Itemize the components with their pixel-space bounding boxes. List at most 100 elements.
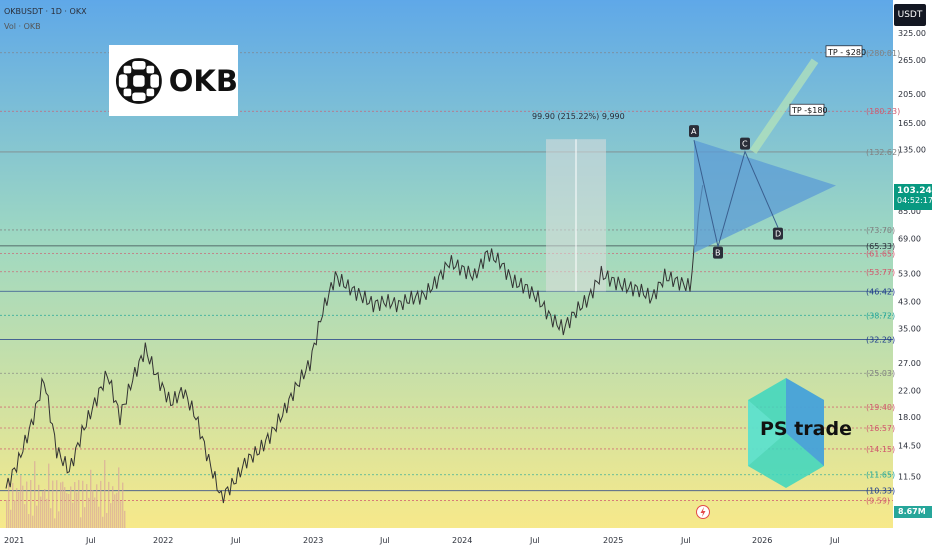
volume-bar	[50, 508, 52, 528]
volume-bar	[26, 481, 28, 528]
volume-bar	[6, 500, 8, 528]
y-tick-label: 22.00	[898, 386, 921, 395]
volume-bar	[8, 480, 10, 528]
target-box	[789, 103, 825, 116]
pattern-point-label: B	[715, 249, 721, 258]
volume-bar	[66, 493, 68, 528]
volume-bar	[10, 509, 12, 528]
level-label: (25.03)	[866, 369, 895, 378]
level-label: (65.33)	[866, 242, 895, 251]
volume-bar	[14, 500, 16, 528]
volume-bar	[68, 494, 70, 528]
volume-bar	[102, 516, 104, 528]
level-label: (280.01)	[866, 49, 900, 58]
volume-bar	[92, 490, 94, 528]
bar-countdown: 04:52:17	[897, 196, 932, 205]
volume-bar	[70, 486, 72, 528]
volume-bar	[106, 512, 108, 528]
price-line	[5, 185, 704, 504]
time-axis-panel	[0, 528, 893, 550]
target-label: TP -$180	[791, 106, 828, 115]
volume-bar	[112, 486, 114, 528]
pattern-point-badge	[773, 227, 783, 240]
volume-bar	[104, 460, 106, 528]
volume-bar	[64, 487, 66, 528]
y-tick-label: 135.00	[898, 146, 926, 155]
volume-bar	[98, 506, 100, 528]
price-axis-panel	[893, 0, 932, 550]
y-tick-label: 53.00	[898, 270, 921, 279]
level-label: (14.15)	[866, 445, 895, 454]
x-tick-label: 2025	[603, 536, 623, 545]
volume-bar	[36, 505, 38, 528]
volume-bar	[94, 497, 96, 528]
target-arrow	[749, 58, 819, 154]
symbol-title: OKBUSDT · 1D · OKX	[4, 7, 87, 16]
volume-bar	[16, 488, 18, 528]
volume-bar	[24, 504, 26, 528]
volume-bar	[74, 482, 76, 528]
volume-bar	[18, 492, 20, 528]
volume-bar	[124, 510, 126, 528]
flash-icon[interactable]	[696, 504, 710, 520]
level-label: (16.57)	[866, 424, 895, 433]
pattern-point-label: A	[691, 127, 697, 136]
pattern-point-label: D	[775, 230, 781, 239]
volume-bar	[52, 480, 54, 528]
measure-label: 99.90 (215.22%) 9,990	[532, 112, 625, 121]
volume-bar	[30, 480, 32, 528]
x-tick-label: 2024	[452, 536, 472, 545]
x-tick-label: 2021	[4, 536, 24, 545]
volume-bar	[44, 489, 46, 528]
volume-bar	[62, 481, 64, 528]
target-label: TP - $280	[827, 48, 866, 57]
x-tick-label: Jul	[829, 536, 840, 545]
y-tick-label: 69.00	[898, 235, 921, 244]
volume-badge: 8.67M	[894, 506, 932, 518]
volume-bar	[82, 480, 84, 528]
x-tick-label: 2023	[303, 536, 323, 545]
okb-logo-icon	[115, 57, 162, 104]
okb-logo-text: OKB	[168, 63, 238, 98]
y-tick-label: 35.00	[898, 325, 921, 334]
volume-title: Vol · OKB	[4, 22, 41, 31]
volume-bar	[12, 482, 14, 528]
level-label: (73.70)	[866, 226, 895, 235]
x-tick-label: Jul	[529, 536, 540, 545]
volume-bar	[90, 469, 92, 528]
volume-bar	[54, 518, 56, 528]
volume-bar	[42, 490, 44, 528]
volume-bar	[122, 482, 124, 528]
okb-logo: OKB	[109, 45, 238, 116]
volume-bar	[38, 484, 40, 528]
y-tick-label: 18.00	[898, 413, 921, 422]
volume-bar	[86, 484, 88, 528]
volume-bar	[116, 492, 118, 528]
volume-bar	[88, 497, 90, 528]
x-tick-label: Jul	[85, 536, 96, 545]
x-tick-label: Jul	[230, 536, 241, 545]
volume-bar	[84, 507, 86, 528]
y-tick-label: 325.00	[898, 29, 926, 38]
currency-button[interactable]: USDT	[894, 4, 926, 26]
volume-bar	[108, 481, 110, 528]
y-tick-label: 27.00	[898, 359, 921, 368]
volume-bar	[120, 501, 122, 528]
level-label: (19.40)	[866, 403, 895, 412]
volume-bar	[56, 480, 58, 528]
level-label: (53.77)	[866, 268, 895, 277]
volume-bar	[58, 511, 60, 528]
pattern-path	[693, 139, 779, 247]
ps-trade-logo-text: PS trade	[760, 418, 852, 440]
volume-bar	[20, 475, 22, 528]
volume-bar	[28, 514, 30, 528]
current-price: 103.24	[897, 186, 932, 196]
volume-bar	[34, 461, 36, 528]
level-label: (46.42)	[866, 287, 895, 296]
y-tick-label: 165.00	[898, 119, 926, 128]
volume-bar	[100, 480, 102, 528]
volume-bar	[46, 498, 48, 528]
pattern-point-badge	[740, 137, 750, 150]
x-tick-label: Jul	[379, 536, 390, 545]
volume-bar	[114, 494, 116, 528]
